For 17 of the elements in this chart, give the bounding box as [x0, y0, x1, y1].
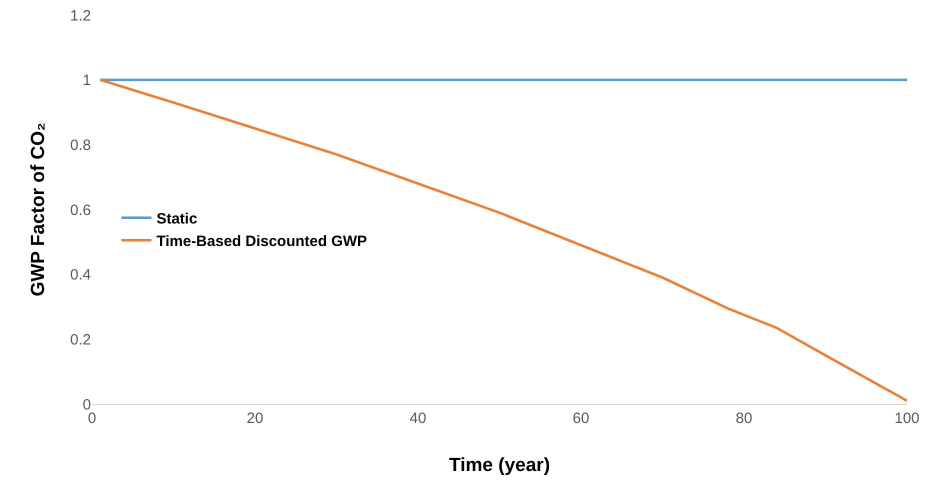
x-tick-label: 40 [410, 410, 426, 427]
x-tick-label: 80 [736, 410, 752, 427]
y-tick-label: 1 [82, 72, 91, 90]
x-axis-title: Time (year) [448, 455, 550, 476]
y-tick-label: 0.6 [70, 202, 91, 219]
line-series [98, 78, 907, 402]
y-tick-label: 0.2 [70, 331, 91, 348]
x-tick-label: 60 [572, 410, 590, 427]
y-tick-label: 0 [82, 396, 91, 414]
x-tick-label: 20 [246, 410, 264, 427]
y-axis-title: GWP Factor of CO₂ [28, 122, 49, 296]
y-tick-label: 1.2 [70, 7, 91, 24]
x-tick-label: 100 [894, 410, 920, 427]
y-tick-label: 0.4 [70, 266, 91, 284]
legend-label: Static [156, 210, 198, 228]
y-tick-label: 0.8 [70, 136, 91, 154]
legend-label: Time-Based Discounted GWP [156, 233, 368, 250]
